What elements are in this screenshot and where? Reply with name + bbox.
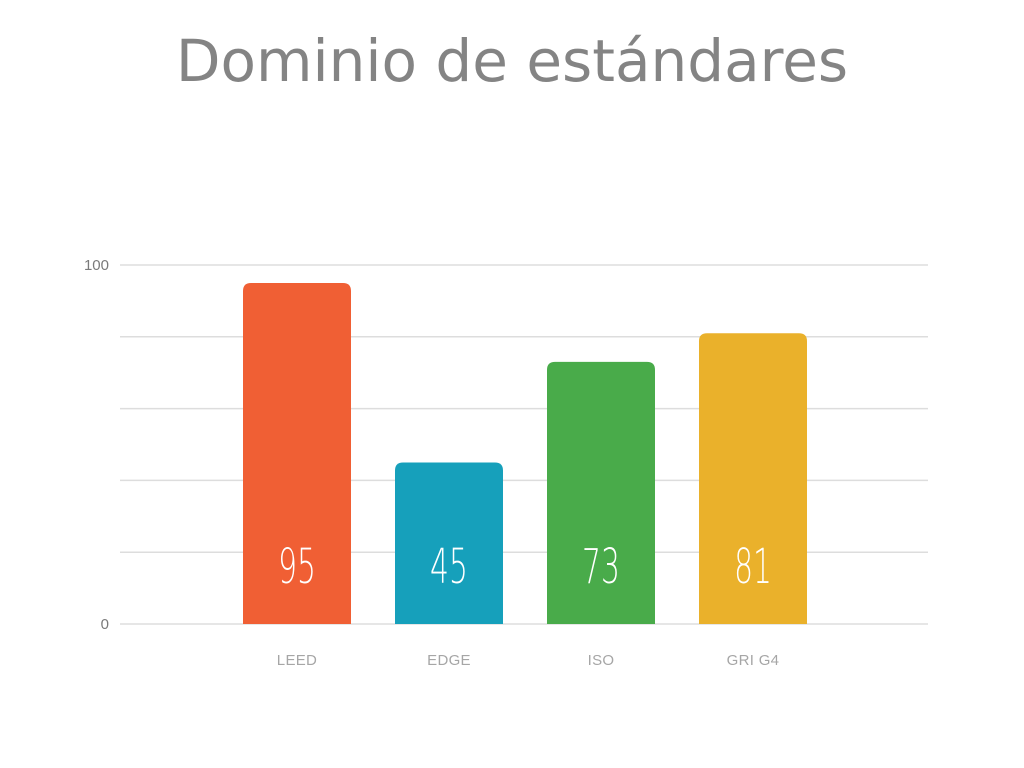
bar-edge [395,462,503,624]
category-label: GRI G4 [727,652,780,669]
bar-iso [547,361,655,624]
bars [243,282,807,624]
category-label: EDGE [427,652,471,669]
y-tick-label: 0 [101,616,109,633]
bar-leed [243,282,351,624]
bar-value-label: 81 [734,540,772,595]
category-label: LEED [277,652,317,669]
bar-value-label: 95 [278,540,316,595]
y-tick-label: 100 [84,257,109,274]
category-labels: LEED EDGE ISO GRI G4 [277,652,780,669]
category-label: ISO [588,652,615,669]
y-axis-ticks: 0 100 [84,257,109,633]
value-labels: 95 45 73 81 [278,540,772,595]
chart-title: Dominio de estándares [175,27,849,95]
bar-gri-g4 [699,333,807,624]
bar-value-label: 73 [582,540,620,595]
bar-value-label: 45 [430,540,468,595]
